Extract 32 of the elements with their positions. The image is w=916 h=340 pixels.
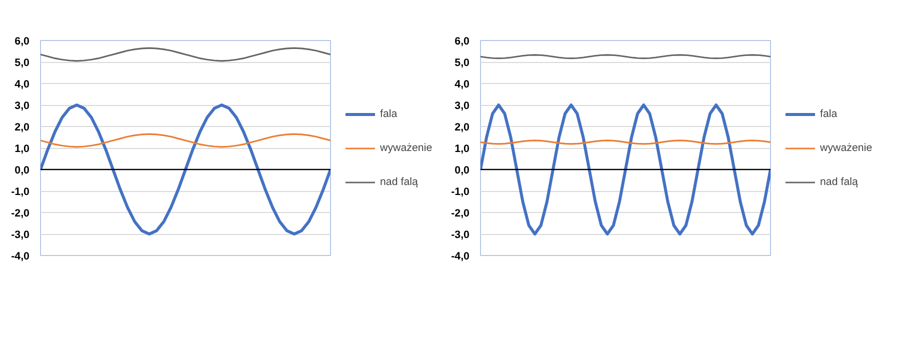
legend-label: wyważenie	[820, 142, 872, 154]
y-tick-label: 5,0	[454, 57, 470, 69]
y-tick-label: 4,0	[14, 78, 30, 90]
y-tick-label: 6,0	[454, 36, 470, 48]
y-tick-label: -3,0	[11, 229, 30, 241]
y-tick-label: 4,0	[454, 78, 470, 90]
y-tick-label: -1,0	[11, 186, 30, 198]
legend-label: wyważenie	[380, 142, 432, 154]
legend-label: nad falą	[380, 176, 418, 188]
line-series	[480, 104, 770, 236]
y-tick-label: 0,0	[14, 164, 30, 176]
y-tick-label: 2,0	[454, 122, 470, 134]
y-tick-label: 1,0	[14, 143, 30, 155]
y-tick-label: -2,0	[11, 208, 30, 220]
line-series	[40, 47, 330, 62]
y-tick-label: -4,0	[451, 250, 470, 262]
line-series	[40, 104, 330, 236]
y-tick-label: 5,0	[14, 57, 30, 69]
y-tick-label: 2,0	[14, 122, 30, 134]
y-tick-label: 6,0	[14, 36, 30, 48]
legend-label: fala	[820, 108, 838, 120]
legend-label: nad falą	[820, 176, 858, 188]
y-tick-label: 0,0	[454, 164, 470, 176]
y-tick-label: -4,0	[11, 250, 30, 262]
legend-label: fala	[380, 108, 398, 120]
y-tick-label: 3,0	[454, 100, 470, 112]
line-series	[40, 133, 330, 148]
y-tick-label: -3,0	[451, 229, 470, 241]
y-tick-label: 3,0	[14, 100, 30, 112]
y-tick-label: -2,0	[451, 208, 470, 220]
y-tick-label: 1,0	[454, 143, 470, 155]
y-tick-label: -1,0	[451, 186, 470, 198]
